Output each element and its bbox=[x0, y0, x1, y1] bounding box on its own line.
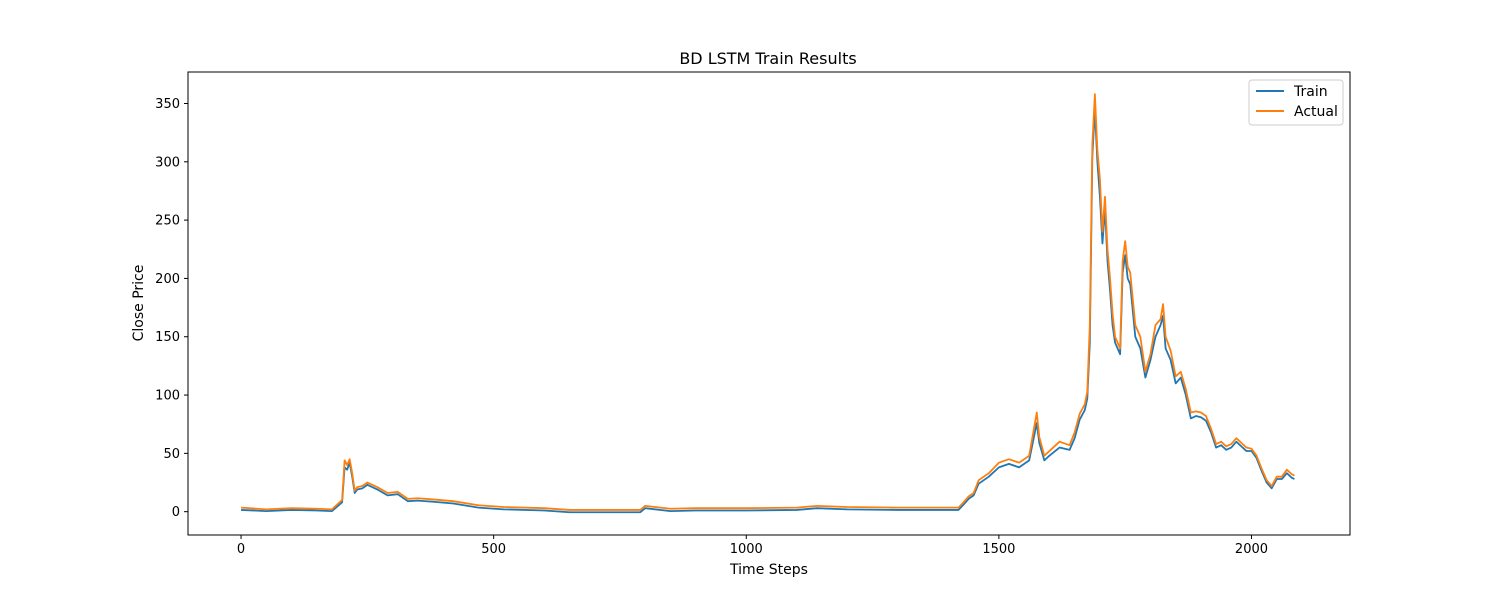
x-tick-label: 1000 bbox=[730, 542, 763, 557]
x-axis-ticks: 0 500 1000 1500 2000 bbox=[237, 535, 1268, 557]
y-tick-label: 250 bbox=[155, 214, 180, 229]
y-tick-label: 350 bbox=[155, 97, 180, 112]
axes-frame bbox=[187, 71, 1351, 536]
legend-label-actual: Actual bbox=[1294, 104, 1338, 120]
x-tick-label: 2000 bbox=[1235, 542, 1268, 557]
legend: Train Actual bbox=[1248, 79, 1344, 126]
legend-label-train: Train bbox=[1293, 84, 1328, 100]
y-tick-label: 0 bbox=[172, 505, 180, 520]
y-tick-label: 300 bbox=[155, 155, 180, 170]
y-tick-label: 100 bbox=[155, 389, 180, 404]
series-layer bbox=[240, 93, 1295, 514]
series-line-actual bbox=[240, 93, 1295, 511]
y-tick-label: 200 bbox=[155, 272, 180, 287]
plot-area bbox=[187, 71, 1351, 536]
series-line-train bbox=[241, 108, 1295, 514]
y-axis-label: Close Price bbox=[131, 265, 147, 342]
chart-title: BD LSTM Train Results bbox=[679, 49, 856, 68]
x-tick-label: 0 bbox=[237, 542, 245, 557]
y-tick-label: 150 bbox=[155, 330, 180, 345]
x-tick-label: 1500 bbox=[982, 542, 1015, 557]
y-tick-label: 50 bbox=[163, 447, 180, 462]
x-tick-label: 500 bbox=[481, 542, 506, 557]
x-axis-label: Time Steps bbox=[729, 562, 808, 578]
y-axis-ticks: 0 50 100 150 200 250 300 350 bbox=[155, 97, 188, 520]
